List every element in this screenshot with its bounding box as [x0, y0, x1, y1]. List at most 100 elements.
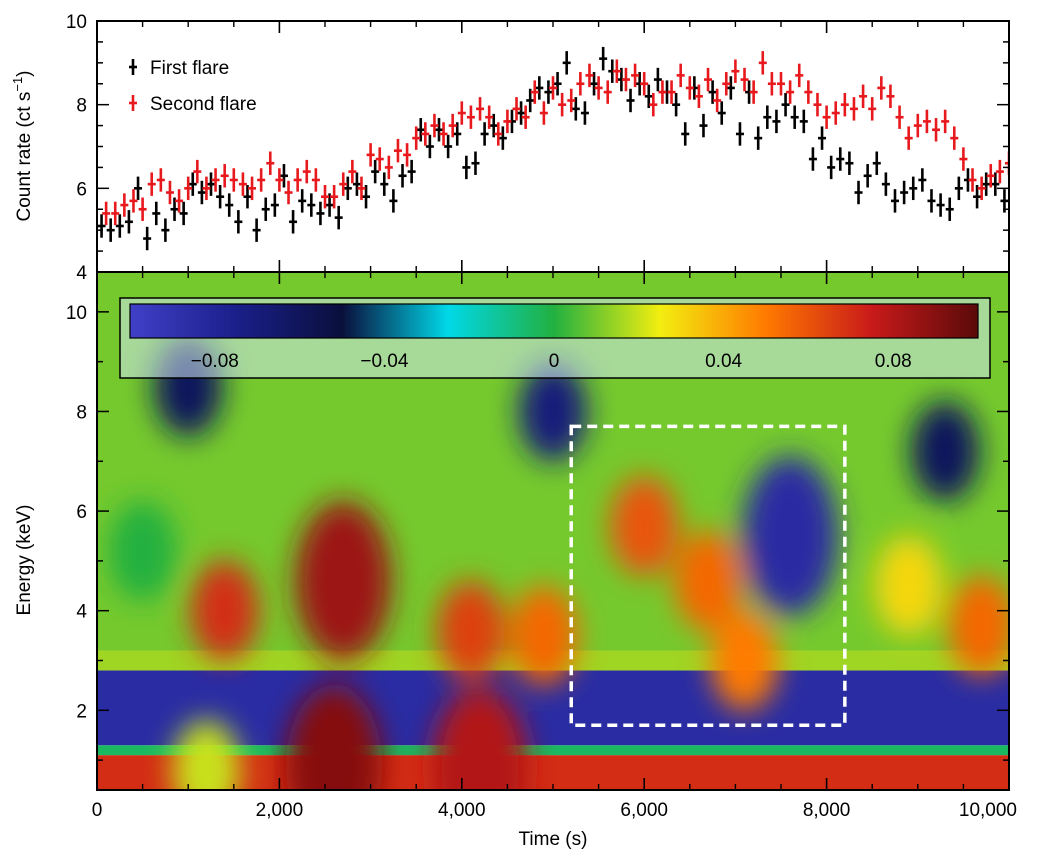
light-curve-y-tick-label: 10 — [66, 12, 87, 33]
colorbar-tick-label: −0.08 — [191, 351, 239, 372]
first-flare-point — [115, 214, 124, 238]
first-flare-point — [973, 184, 982, 209]
second-flare-point — [786, 80, 795, 104]
second-flare-point — [740, 67, 749, 92]
second-flare-point — [868, 97, 877, 121]
second-flare-point — [904, 126, 913, 150]
second-flare-point — [777, 72, 785, 96]
second-flare-point — [321, 184, 329, 209]
first-flare-point — [991, 172, 1000, 196]
heatmap-feature — [710, 610, 779, 711]
heatmap-y-tick-labels: 2 4 6 8 10 — [66, 303, 88, 722]
first-flare-point — [836, 147, 845, 171]
second-flare-point — [558, 92, 567, 117]
second-flare-point — [685, 76, 694, 100]
first-flare-point — [225, 193, 234, 217]
first-flare-point — [325, 193, 334, 217]
first-flare-point — [389, 189, 398, 213]
second-flare-point — [813, 92, 822, 117]
second-flare-point — [512, 97, 521, 121]
heatmap-feature — [509, 585, 578, 686]
second-flare-point — [184, 176, 193, 201]
heatmap-feature — [874, 535, 943, 636]
heatmap-feature — [190, 560, 259, 661]
second-flare-point — [521, 105, 530, 129]
second-flare-point — [102, 201, 111, 226]
colorbar: −0.08 −0.04 0 0.04 0.08 — [119, 297, 991, 379]
second-flare-point — [822, 105, 831, 129]
second-flare-point — [111, 201, 120, 226]
light-curve-ticks — [96, 20, 1010, 273]
first-flare-point — [143, 226, 152, 251]
second-flare-point — [430, 113, 439, 138]
light-curve-panel: 4 6 8 10 Count rate (ct s−1) First flare Se… — [10, 12, 1010, 284]
second-flare-point — [138, 197, 147, 221]
heatmap-feature — [742, 455, 839, 616]
second-flare-point — [330, 184, 339, 209]
second-flare-point — [448, 113, 457, 138]
first-flare-point — [489, 113, 498, 138]
second-flare-point — [640, 72, 649, 96]
second-flare-point — [238, 172, 247, 196]
first-flare-point — [179, 201, 188, 226]
highlight-box — [569, 424, 847, 727]
heatmap-feature — [674, 530, 743, 631]
x-tick-label: 6,000 — [620, 800, 668, 821]
first-flare-point — [845, 151, 854, 175]
heatmap-feature — [911, 401, 980, 502]
second-flare-point — [713, 88, 722, 113]
heatmap-y-axis-label: Energy (keV) — [14, 505, 35, 616]
second-flare-point — [941, 109, 950, 134]
second-flare-point — [667, 80, 676, 104]
first-flare-point — [818, 126, 827, 150]
first-flare-point — [435, 118, 443, 142]
second-flare-point — [229, 168, 238, 192]
second-flare-point — [968, 168, 977, 192]
first-flare-point — [416, 118, 425, 142]
second-flare-point — [950, 126, 959, 150]
first-flare-point — [799, 109, 808, 134]
first-flare-point — [425, 134, 434, 159]
second-flare-point — [986, 164, 995, 188]
first-flare-point — [571, 97, 580, 121]
first-flare-point — [362, 184, 371, 209]
heatmap-y-tick-label: 2 — [76, 701, 87, 722]
heatmap-feature — [295, 500, 392, 661]
second-flare-point — [631, 63, 640, 88]
light-curve-y-tick-label: 6 — [76, 179, 87, 200]
first-flare-point — [580, 101, 589, 125]
first-flare-point — [553, 72, 562, 96]
first-flare-point — [936, 193, 945, 217]
first-flare-point — [480, 122, 489, 146]
colorbar-tick-label: 0.08 — [875, 351, 912, 372]
first-flare-point — [307, 193, 316, 217]
colorbar-tick-label: −0.04 — [360, 351, 409, 372]
first-flare-point — [909, 176, 918, 201]
second-flare-point — [393, 138, 402, 163]
first-flare-point — [216, 184, 225, 209]
second-flare-point — [266, 151, 275, 175]
second-flare-point — [576, 72, 585, 96]
heatmap-feature — [519, 361, 587, 462]
first-flare-point — [754, 126, 763, 150]
second-flare-point — [658, 80, 667, 104]
colorbar-gradient — [129, 303, 979, 339]
colorbar-tick-label: 0.04 — [705, 351, 742, 372]
energy-time-heatmap-panel: −0.08 −0.04 0 0.04 0.08 2 4 6 8 10 0 2,000 4,000 6,… — [14, 271, 1017, 850]
first-flare-point — [334, 205, 343, 230]
x-tick-label: 4,000 — [438, 800, 486, 821]
second-flare-point — [375, 147, 384, 171]
second-flare-point — [913, 113, 922, 138]
second-flare-point — [302, 159, 311, 184]
first-flare-point — [243, 184, 252, 209]
second-flare-point — [202, 176, 211, 201]
second-flare-point — [959, 147, 968, 171]
x-tick-label: 10,000 — [959, 800, 1017, 821]
first-flare-point — [881, 172, 890, 196]
second-flare-point — [120, 193, 129, 217]
first-flare-legend-marker — [129, 59, 137, 75]
x-tick-label: 2,000 — [256, 800, 304, 821]
first-flare-point — [197, 180, 206, 205]
legend-first-flare-label: First flare — [150, 58, 229, 79]
